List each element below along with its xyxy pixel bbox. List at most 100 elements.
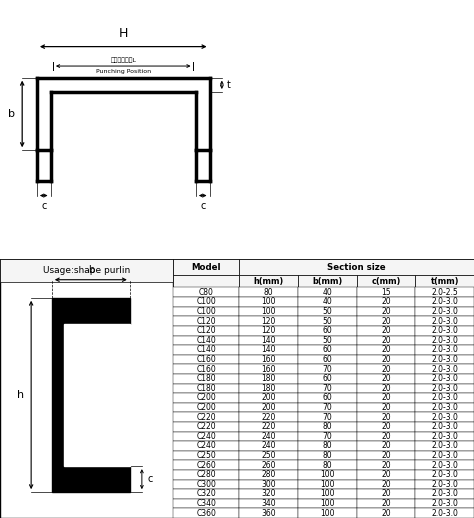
Bar [415, 431, 474, 441]
Bar [415, 336, 474, 345]
Text: 160: 160 [261, 365, 276, 373]
Text: 180: 180 [261, 374, 276, 383]
Text: 240: 240 [261, 441, 276, 451]
Text: 冲孔位置尺寸L: 冲孔位置尺寸L [110, 57, 136, 63]
Bar [298, 499, 356, 508]
Bar [356, 441, 415, 451]
Text: 20: 20 [381, 461, 391, 470]
Text: C180: C180 [196, 374, 216, 383]
Text: 250: 250 [261, 451, 276, 460]
Text: 2.0-3.0: 2.0-3.0 [431, 307, 458, 316]
Text: 20: 20 [381, 403, 391, 412]
Text: 2.0-3.0: 2.0-3.0 [431, 374, 458, 383]
Text: 160: 160 [261, 355, 276, 364]
Text: 20: 20 [381, 480, 391, 489]
Bar [239, 480, 298, 489]
Bar [415, 287, 474, 297]
Bar [298, 393, 356, 403]
Text: 70: 70 [322, 413, 332, 422]
Bar [415, 422, 474, 431]
Text: 20: 20 [381, 432, 391, 441]
Bar [173, 412, 239, 422]
Text: 200: 200 [261, 394, 276, 402]
Text: 60: 60 [322, 326, 332, 335]
Text: 20: 20 [381, 499, 391, 508]
Text: 20: 20 [381, 297, 391, 306]
Bar [173, 489, 239, 499]
Text: 320: 320 [261, 490, 276, 498]
Bar [356, 275, 415, 287]
Bar [298, 364, 356, 374]
Bar [239, 275, 298, 287]
Text: C200: C200 [196, 394, 216, 402]
Text: Model: Model [191, 263, 221, 271]
Text: C320: C320 [196, 490, 216, 498]
Text: 2.0-3.0: 2.0-3.0 [431, 499, 458, 508]
Bar [298, 489, 356, 499]
Bar [173, 383, 239, 393]
Bar [356, 412, 415, 422]
Text: 340: 340 [261, 499, 276, 508]
Bar [239, 412, 298, 422]
Text: 260: 260 [261, 461, 276, 470]
Bar [239, 345, 298, 355]
Bar [239, 441, 298, 451]
Bar [173, 461, 239, 470]
Bar [415, 489, 474, 499]
Bar [173, 374, 239, 383]
Text: 70: 70 [322, 403, 332, 412]
Text: C100: C100 [196, 307, 216, 316]
Text: 20: 20 [381, 509, 391, 517]
Text: 60: 60 [322, 346, 332, 354]
Text: 60: 60 [322, 355, 332, 364]
Bar [298, 480, 356, 489]
Text: C240: C240 [196, 432, 216, 441]
Bar [356, 383, 415, 393]
Bar [415, 345, 474, 355]
Bar [415, 461, 474, 470]
Bar [415, 508, 474, 518]
Bar [173, 403, 239, 412]
Text: 2.0-3.0: 2.0-3.0 [431, 394, 458, 402]
Bar [356, 307, 415, 316]
Bar [356, 316, 415, 326]
Bar [298, 345, 356, 355]
Bar [239, 297, 298, 307]
Text: 100: 100 [320, 470, 335, 479]
Bar [173, 275, 239, 287]
Text: 70: 70 [322, 384, 332, 393]
Text: 20: 20 [381, 336, 391, 345]
Bar [239, 383, 298, 393]
Bar [239, 316, 298, 326]
Text: 2.0-3.0: 2.0-3.0 [431, 509, 458, 517]
Bar [356, 345, 415, 355]
Text: Punching Position: Punching Position [96, 69, 151, 74]
Text: 50: 50 [322, 336, 332, 345]
Bar [173, 345, 239, 355]
Text: H: H [118, 27, 128, 40]
Bar [239, 259, 474, 275]
Text: C340: C340 [196, 499, 216, 508]
Bar [173, 470, 239, 480]
Bar [298, 383, 356, 393]
Bar [173, 422, 239, 431]
Text: 20: 20 [381, 346, 391, 354]
Text: C300: C300 [196, 480, 216, 489]
Text: 240: 240 [261, 432, 276, 441]
Text: 100: 100 [320, 480, 335, 489]
Bar [173, 508, 239, 518]
Bar [239, 326, 298, 336]
Text: 280: 280 [261, 470, 276, 479]
Bar [298, 316, 356, 326]
Bar [173, 355, 239, 364]
Text: c: c [147, 474, 153, 484]
Text: 100: 100 [320, 509, 335, 517]
Text: 80: 80 [322, 441, 332, 451]
Bar [173, 499, 239, 508]
Text: 70: 70 [322, 365, 332, 373]
Bar [239, 336, 298, 345]
Text: 20: 20 [381, 422, 391, 431]
Bar [415, 393, 474, 403]
Bar [298, 275, 356, 287]
Text: c: c [41, 201, 46, 211]
